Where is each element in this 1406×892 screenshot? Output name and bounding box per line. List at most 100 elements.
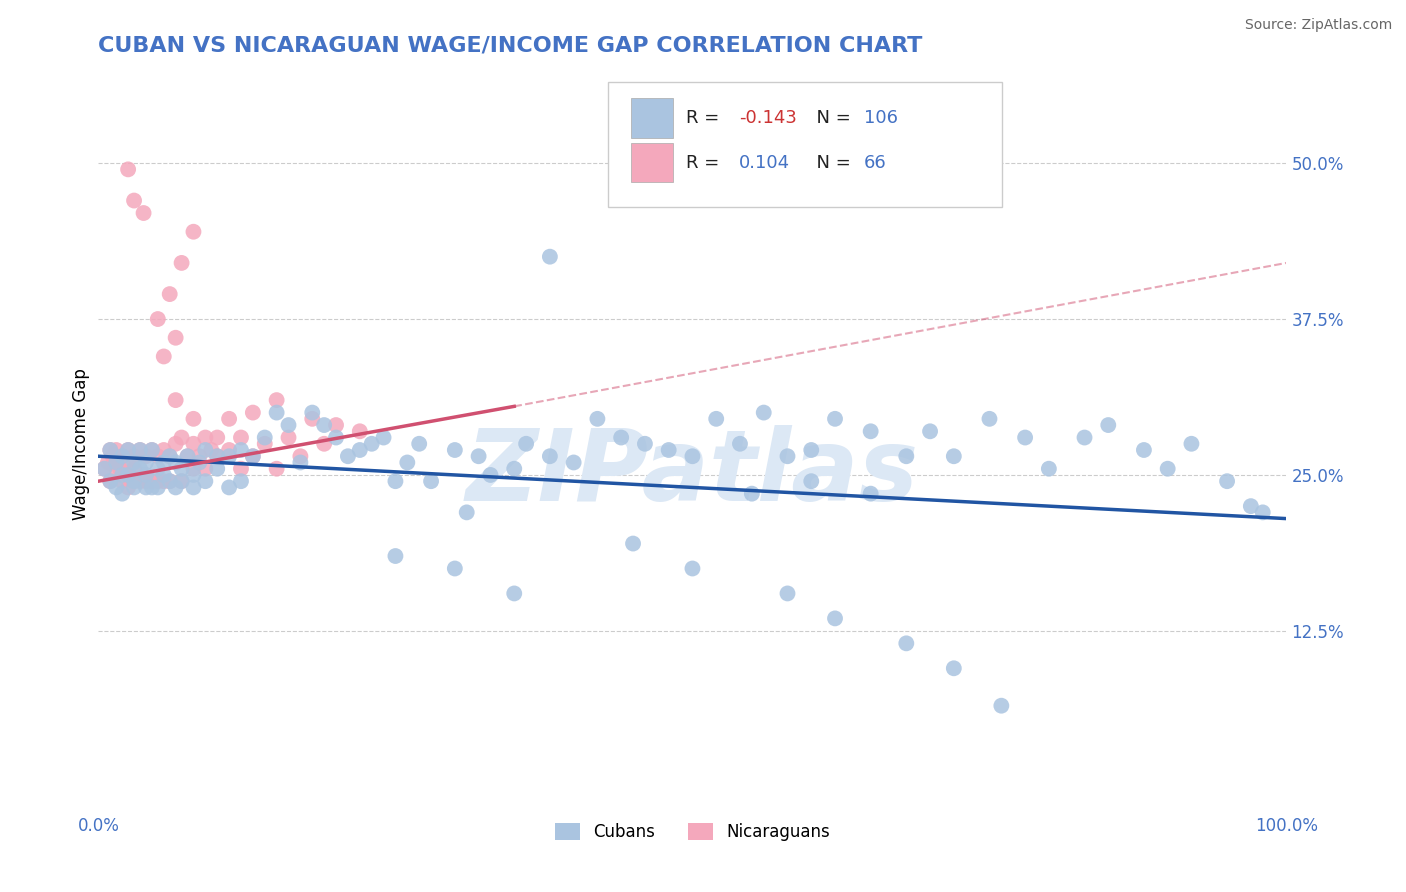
Point: [170, 256, 193, 270]
Point: [135, 455, 157, 469]
Point: [373, 431, 395, 445]
Point: [122, 474, 145, 488]
Point: [290, 449, 312, 463]
Point: [170, 474, 193, 488]
Point: [681, 561, 703, 575]
Point: [634, 436, 657, 450]
Text: Source: ZipAtlas.com: Source: ZipAtlas.com: [1244, 18, 1392, 32]
Point: [824, 412, 846, 426]
Point: [207, 449, 229, 463]
Point: [503, 586, 526, 600]
Point: [704, 412, 727, 426]
Point: [444, 442, 467, 457]
Point: [146, 461, 169, 475]
Point: [159, 474, 181, 488]
Point: [610, 431, 633, 445]
Point: [146, 312, 169, 326]
Point: [111, 449, 134, 463]
Point: [165, 480, 187, 494]
Point: [942, 661, 965, 675]
Point: [896, 636, 918, 650]
Point: [129, 461, 152, 475]
Point: [111, 467, 134, 482]
Point: [152, 455, 174, 469]
Point: [105, 480, 128, 494]
Point: [253, 431, 276, 445]
Point: [384, 549, 406, 563]
Legend: Cubans, Nicaraguans: Cubans, Nicaraguans: [548, 816, 837, 847]
Point: [146, 474, 169, 488]
Point: [776, 449, 799, 463]
Point: [218, 442, 240, 457]
Point: [1156, 461, 1178, 475]
Point: [360, 436, 382, 450]
Point: [108, 461, 131, 475]
Point: [194, 431, 217, 445]
Point: [896, 449, 918, 463]
Point: [229, 431, 252, 445]
Point: [122, 449, 145, 463]
Point: [1240, 499, 1263, 513]
Point: [135, 467, 157, 482]
Point: [200, 442, 222, 457]
Point: [117, 467, 139, 482]
Point: [105, 455, 128, 469]
Text: R =: R =: [686, 109, 724, 127]
Text: N =: N =: [806, 153, 856, 171]
Point: [183, 412, 205, 426]
Point: [349, 425, 371, 439]
Point: [467, 449, 489, 463]
Point: [325, 418, 347, 433]
Point: [1251, 505, 1274, 519]
Point: [942, 449, 965, 463]
Point: [165, 436, 187, 450]
Point: [776, 586, 799, 600]
Point: [538, 250, 561, 264]
Point: [117, 461, 139, 475]
Point: [800, 474, 823, 488]
Point: [1097, 418, 1119, 433]
Point: [538, 449, 561, 463]
Point: [456, 505, 478, 519]
Point: [325, 431, 347, 445]
Point: [824, 611, 846, 625]
Point: [93, 461, 115, 475]
Point: [479, 467, 502, 482]
Point: [135, 474, 157, 488]
Point: [141, 480, 163, 494]
Point: [170, 461, 193, 475]
Point: [1216, 474, 1239, 488]
Point: [621, 536, 644, 550]
Point: [135, 480, 157, 494]
Point: [183, 436, 205, 450]
Point: [122, 194, 145, 208]
Point: [741, 486, 763, 500]
Point: [183, 461, 205, 475]
Point: [122, 455, 145, 469]
Point: [242, 406, 264, 420]
Text: CUBAN VS NICARAGUAN WAGE/INCOME GAP CORRELATION CHART: CUBAN VS NICARAGUAN WAGE/INCOME GAP CORR…: [98, 36, 922, 55]
Point: [159, 474, 181, 488]
Point: [146, 480, 169, 494]
Point: [229, 442, 252, 457]
Point: [979, 412, 1001, 426]
Point: [141, 474, 163, 488]
Point: [105, 442, 128, 457]
Point: [105, 461, 128, 475]
Point: [349, 442, 371, 457]
Point: [408, 436, 430, 450]
Point: [1133, 442, 1156, 457]
Point: [97, 455, 120, 469]
Point: [277, 418, 299, 433]
Point: [165, 455, 187, 469]
Y-axis label: Wage/Income Gap: Wage/Income Gap: [72, 368, 90, 520]
Point: [152, 350, 174, 364]
Point: [920, 425, 942, 439]
Point: [117, 442, 139, 457]
Point: [98, 474, 121, 488]
Point: [384, 474, 406, 488]
Text: R =: R =: [686, 153, 724, 171]
Point: [301, 412, 323, 426]
Point: [188, 449, 211, 463]
Point: [1014, 431, 1036, 445]
